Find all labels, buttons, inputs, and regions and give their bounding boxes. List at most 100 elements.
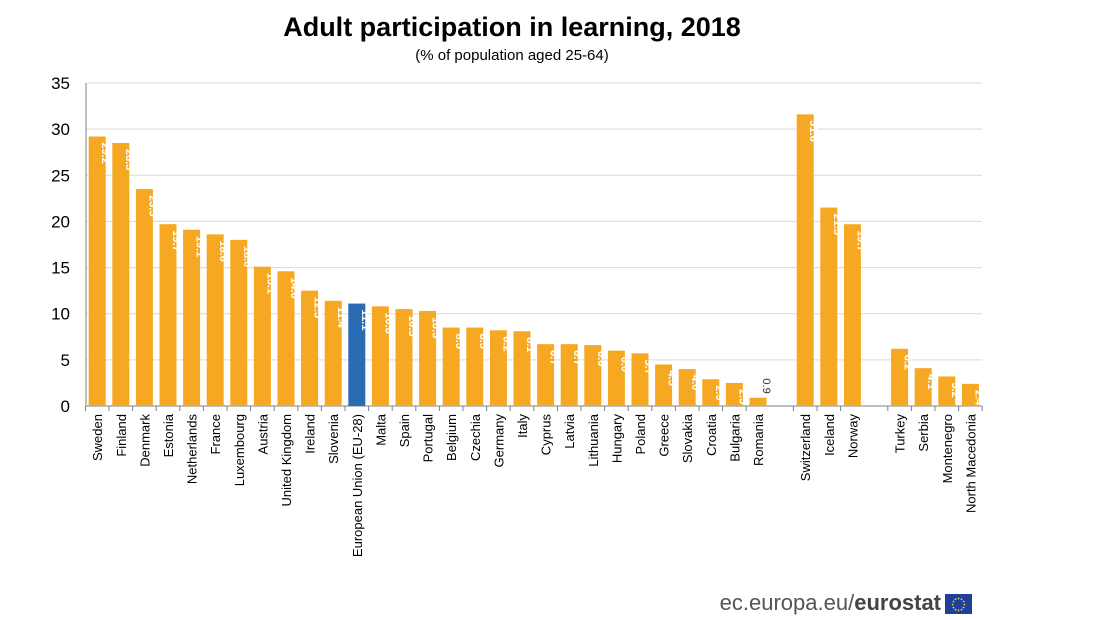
bar [112,142,130,406]
data-label: 23.5 [146,195,158,216]
data-label: 15.1 [264,273,276,294]
x-tick-label: Norway [845,414,860,459]
bar [489,330,507,406]
x-tick-label: Portugal [421,414,436,463]
data-label: 2.9 [713,385,725,400]
bar [513,331,531,406]
bar [371,306,389,406]
data-label: 4.0 [689,375,701,390]
data-label: 8.5 [453,334,465,349]
x-tick-label: Slovenia [326,413,341,464]
x-tick-label: France [208,414,223,454]
x-tick-label: Iceland [822,414,837,456]
data-label: 12.5 [312,297,324,318]
data-label: 6.6 [595,351,607,366]
x-tick-label: Poland [633,414,648,454]
data-label: 10.5 [406,315,418,336]
data-label: 8.2 [500,336,512,351]
x-tick-label: Montenegro [940,414,955,483]
x-tick-label: Luxembourg [232,414,247,486]
bar [183,229,201,406]
data-label: 8.1 [524,337,536,352]
bar [324,300,342,406]
x-tick-label: Austria [255,413,270,454]
data-label: 18.6 [217,240,229,261]
data-label: 28.5 [123,149,135,170]
data-label: 10.3 [430,317,442,338]
bar [277,271,295,406]
data-label: 19.1 [194,236,206,257]
x-tick-label: Lithuania [586,413,601,467]
x-tick-label: Croatia [704,413,719,456]
x-tick-label: Hungary [609,414,624,464]
footer-site: ec.europa.eu/ [719,590,855,615]
bar [914,368,932,406]
x-tick-label: Switzerland [798,414,813,481]
bar [702,379,720,406]
bar [395,309,413,406]
data-label: 19.7 [854,230,866,251]
y-tick-label: 20 [51,212,70,231]
x-tick-label: Ireland [303,414,318,454]
data-label: 6.0 [618,357,630,372]
x-tick-label: Cyprus [539,414,554,456]
data-label: 4.1 [925,374,937,389]
bar [843,224,861,406]
x-tick-label: Greece [657,414,672,457]
data-label: 11.1 [359,310,371,331]
data-label: 0.9 [760,378,772,393]
data-label: 8.5 [477,334,489,349]
x-tick-label: Latvia [562,413,577,448]
data-label: 19.7 [170,230,182,251]
bar [631,353,649,406]
bar [749,397,767,406]
x-tick-label: North Macedonia [963,413,978,513]
x-tick-label: Turkey [893,414,908,454]
x-tick-label: Czechia [468,413,483,461]
bar [725,382,743,406]
x-tick-label: Serbia [916,413,931,451]
bar [88,136,106,407]
data-label: 6.7 [548,350,560,365]
x-tick-label: Germany [491,414,506,468]
bar [230,239,248,406]
data-label: 6.2 [902,355,914,370]
y-tick-label: 15 [51,259,70,278]
data-label: 29.2 [99,143,111,164]
bar [938,376,956,406]
x-tick-label: United Kingdom [279,414,294,507]
bar [537,344,555,406]
chart-title: Adult participation in learning, 2018 [283,12,741,42]
eu-flag-icon [945,593,972,614]
x-tick-label: Italy [515,414,530,438]
x-tick-label: Spain [397,414,412,447]
y-tick-label: 25 [51,166,70,185]
x-tick-label: Slovakia [680,413,695,463]
data-label: 10.8 [382,312,394,333]
data-label: 2.4 [972,390,984,406]
data-label: 31.6 [807,120,819,141]
eurostat-footer: ec.europa.eu/eurostat [720,590,972,616]
bar [206,234,224,406]
y-tick-label: 5 [61,351,70,370]
bar [301,290,319,406]
bar [253,266,271,406]
data-label: 11.4 [335,307,347,329]
bar [466,327,484,406]
data-label: 14.6 [288,277,300,298]
bar [159,224,177,406]
x-tick-label: Sweden [90,414,105,461]
bar [961,383,979,406]
x-tick-label: Netherlands [185,414,200,485]
x-tick-label: Romania [751,413,766,466]
data-label: 4.5 [666,370,678,385]
data-label: 18.0 [241,246,253,267]
y-tick-label: 0 [61,397,70,416]
x-tick-label: Denmark [137,414,152,467]
data-label: 21.5 [831,214,843,235]
y-tick-label: 10 [51,305,70,324]
data-label: 6.7 [571,350,583,365]
bar [584,345,602,406]
x-tick-label: European Union (EU-28) [350,414,365,557]
x-tick-label: Belgium [444,414,459,461]
